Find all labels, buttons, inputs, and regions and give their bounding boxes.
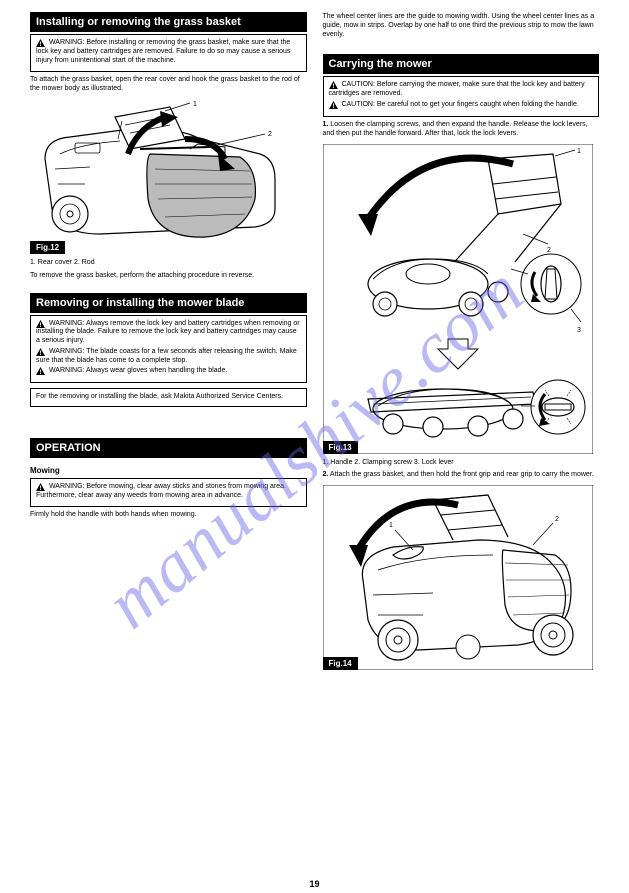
section2-warning3: WARNING: Always wear gloves when handlin… xyxy=(49,367,227,374)
fig12-svg: 1 2 xyxy=(30,99,290,254)
section1-body2: To remove the grass basket, perform the … xyxy=(30,271,307,280)
svg-text:!: ! xyxy=(39,485,41,491)
fig12-label: Fig.12 xyxy=(30,241,65,254)
warning-icon: ! xyxy=(36,367,45,375)
section4-caution2: CAUTION: Be careful not to get your fing… xyxy=(341,101,578,108)
fig12-callout-2: 2 xyxy=(268,131,272,138)
section3-header: OPERATION xyxy=(30,438,307,458)
right-column: The wheel center lines are the guide to … xyxy=(323,12,600,674)
left-column: Installing or removing the grass basket … xyxy=(30,12,307,674)
section1-body1: To attach the grass basket, open the rea… xyxy=(30,75,307,93)
svg-text:!: ! xyxy=(332,103,334,109)
svg-text:!: ! xyxy=(39,369,41,375)
section1-warning-box: ! WARNING: Before installing or removing… xyxy=(30,34,307,72)
section2-note-box: For the removing or installing the blade… xyxy=(30,388,307,407)
section3-bold: Mowing xyxy=(30,466,307,475)
fig12-caption: 1. Rear cover 2. Rod xyxy=(30,258,95,267)
fig12-container: 1 2 Fig.12 xyxy=(30,99,307,254)
svg-text:3: 3 xyxy=(577,327,581,334)
section2-header: Removing or installing the mower blade xyxy=(30,293,307,313)
fig14-svg: 1 2 xyxy=(323,485,593,670)
fig14-label: Fig.14 xyxy=(323,657,358,670)
section3-warning: WARNING: Before mowing, clear away stick… xyxy=(36,483,286,499)
section4-caution-box: ! CAUTION: Before carrying the mower, ma… xyxy=(323,76,600,116)
svg-text:!: ! xyxy=(39,322,41,328)
fig13-caption: 1. Handle 2. Clamping screw 3. Lock leve… xyxy=(323,458,600,467)
section4-header: Carrying the mower xyxy=(323,54,600,74)
svg-text:!: ! xyxy=(332,83,334,89)
section3-warning-box: ! WARNING: Before mowing, clear away sti… xyxy=(30,478,307,508)
svg-text:2: 2 xyxy=(555,516,559,523)
warning-icon: ! xyxy=(36,320,45,328)
section4-step2: 2. Attach the grass basket, and then hol… xyxy=(323,470,600,479)
warning-icon: ! xyxy=(36,39,45,47)
section1-header: Installing or removing the grass basket xyxy=(30,12,307,32)
section1-warning-text: WARNING: Before installing or removing t… xyxy=(36,39,290,64)
svg-text:1: 1 xyxy=(389,522,393,529)
fig14-container: 1 2 Fig.14 xyxy=(323,485,600,670)
section2-warning-box: ! WARNING: Always remove the lock key an… xyxy=(30,315,307,384)
section3-body: Firmly hold the handle with both hands w… xyxy=(30,510,307,519)
warning-icon: ! xyxy=(36,483,45,491)
fig13-container: 1 2 3 xyxy=(323,144,600,454)
section4-caution1: CAUTION: Before carrying the mower, make… xyxy=(329,81,585,97)
svg-text:2: 2 xyxy=(547,247,551,254)
section4-step1: 1. Loosen the clamping screws, and then … xyxy=(323,120,600,138)
svg-text:!: ! xyxy=(39,350,41,356)
fig12-callout-1: 1 xyxy=(193,101,197,108)
svg-text:!: ! xyxy=(39,41,41,47)
warning-icon: ! xyxy=(329,101,338,109)
section2-warning2: WARNING: The blade coasts for a few seco… xyxy=(36,348,297,364)
page-number: 19 xyxy=(309,879,319,889)
page-container: Installing or removing the grass basket … xyxy=(0,0,629,686)
warning-icon: ! xyxy=(36,348,45,356)
col2-body1: The wheel center lines are the guide to … xyxy=(323,12,600,39)
fig13-svg: 1 2 3 xyxy=(323,144,593,454)
svg-text:1: 1 xyxy=(577,148,581,155)
section2-note: For the removing or installing the blade… xyxy=(36,393,283,400)
warning-icon: ! xyxy=(329,81,338,89)
section2-warning1: WARNING: Always remove the lock key and … xyxy=(36,320,300,345)
fig13-label: Fig.13 xyxy=(323,441,358,454)
